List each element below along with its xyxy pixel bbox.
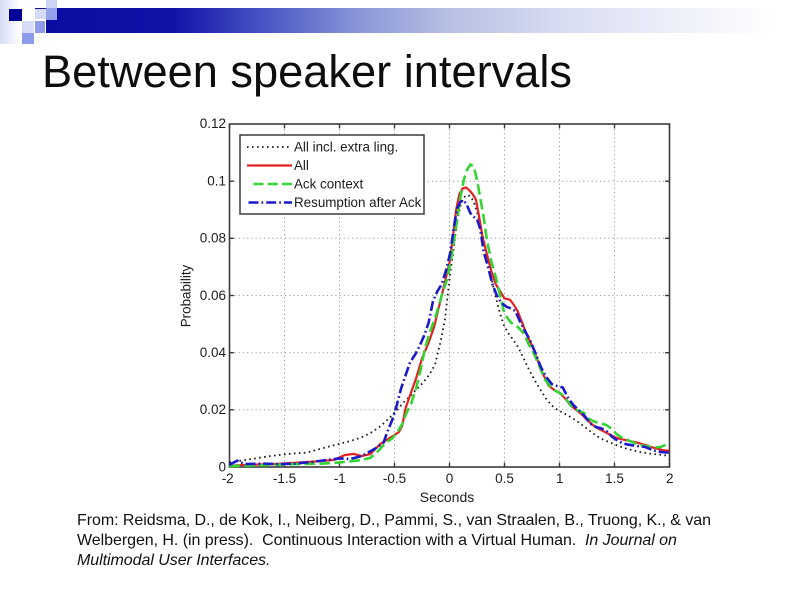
svg-text:0.08: 0.08 <box>200 231 226 246</box>
svg-text:0.12: 0.12 <box>200 116 226 131</box>
svg-text:0.06: 0.06 <box>200 288 226 303</box>
svg-text:Seconds: Seconds <box>420 489 474 505</box>
svg-text:0.04: 0.04 <box>200 345 227 360</box>
svg-text:0: 0 <box>218 459 226 474</box>
svg-text:Resumption after Ack: Resumption after Ack <box>294 195 422 210</box>
svg-text:0.1: 0.1 <box>207 173 226 188</box>
svg-text:-0.5: -0.5 <box>383 471 406 486</box>
svg-text:0.5: 0.5 <box>495 471 514 486</box>
svg-text:All incl. extra ling.: All incl. extra ling. <box>294 140 398 155</box>
svg-text:All: All <box>294 158 309 173</box>
svg-text:-2: -2 <box>222 471 234 486</box>
svg-text:-1.5: -1.5 <box>273 471 296 486</box>
svg-text:Ack context: Ack context <box>294 177 363 192</box>
svg-text:0: 0 <box>446 471 454 486</box>
svg-text:2: 2 <box>666 471 674 486</box>
svg-text:-1: -1 <box>334 471 346 486</box>
svg-text:0.02: 0.02 <box>200 402 226 417</box>
svg-text:1: 1 <box>556 471 564 486</box>
svg-text:Probability: Probability <box>179 264 194 327</box>
svg-text:1.5: 1.5 <box>605 471 624 486</box>
